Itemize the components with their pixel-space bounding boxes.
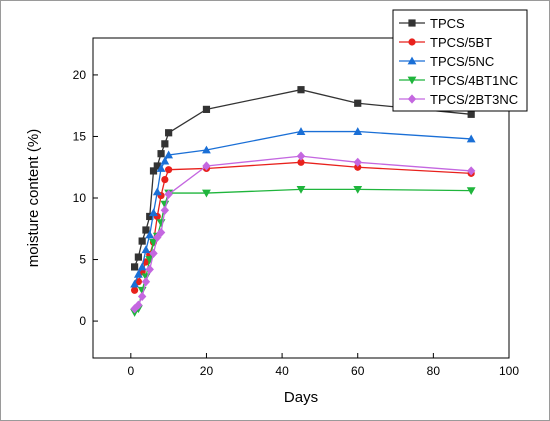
data-point xyxy=(160,156,170,165)
data-point xyxy=(164,189,173,199)
y-tick-label: 20 xyxy=(73,68,87,82)
data-point xyxy=(202,105,211,113)
data-point xyxy=(130,279,139,288)
x-tick-label: 100 xyxy=(499,364,519,378)
data-point xyxy=(161,175,169,184)
data-point xyxy=(296,127,306,135)
data-point xyxy=(137,262,147,271)
series-tpcs-2bt3nc xyxy=(130,151,476,314)
legend-label: TPCS/4BT1NC xyxy=(430,73,518,88)
data-point xyxy=(202,189,211,198)
data-point xyxy=(138,237,146,245)
data-point xyxy=(146,212,154,221)
data-point xyxy=(141,277,151,287)
y-tick-label: 10 xyxy=(73,191,87,205)
data-point xyxy=(131,286,139,294)
data-point xyxy=(142,226,150,234)
legend-label: TPCS/5BT xyxy=(430,35,492,50)
data-point xyxy=(145,264,154,274)
data-point xyxy=(156,164,166,172)
y-axis-title: moisture content (%) xyxy=(25,129,42,267)
data-point xyxy=(145,230,155,239)
data-point xyxy=(149,167,158,175)
x-tick-label: 80 xyxy=(427,364,441,378)
data-point xyxy=(296,151,306,161)
x-tick-label: 40 xyxy=(275,364,289,378)
data-point xyxy=(152,187,162,196)
data-point xyxy=(467,110,475,118)
data-point xyxy=(407,56,417,65)
legend-entry: TPCS/2BT3NC xyxy=(399,92,518,107)
data-point xyxy=(153,162,161,170)
series-line xyxy=(134,188,472,313)
data-point xyxy=(149,238,158,247)
x-tick-label: 20 xyxy=(200,364,214,378)
legend-entry: TPCS xyxy=(399,16,465,31)
legend: TPCS TPCS/5BT TPCS/5NC TPCS/4BT1NC TPCS/2BT3… xyxy=(392,9,528,112)
data-point xyxy=(133,269,143,278)
data-point xyxy=(466,187,476,196)
series-tpcs-5bt xyxy=(131,158,475,294)
series-line xyxy=(134,155,472,310)
data-point xyxy=(296,185,306,194)
data-point xyxy=(156,219,166,228)
data-point xyxy=(149,248,158,258)
data-point xyxy=(134,300,143,310)
data-point xyxy=(156,227,166,238)
data-point xyxy=(131,263,139,271)
data-point xyxy=(164,150,174,159)
legend-label: TPCS xyxy=(430,16,465,31)
data-point xyxy=(408,19,416,27)
legend-label: TPCS/5NC xyxy=(430,54,494,69)
data-point xyxy=(297,158,305,166)
data-point xyxy=(160,205,170,215)
data-point xyxy=(407,76,417,85)
series-line xyxy=(133,89,472,268)
series-tpcs-5nc xyxy=(130,127,476,288)
data-point xyxy=(161,140,169,148)
data-point xyxy=(354,99,362,107)
data-point xyxy=(353,185,363,194)
y-tick-label: 15 xyxy=(73,129,87,143)
x-tick-label: 0 xyxy=(127,364,134,378)
series-layer xyxy=(130,86,476,317)
legend-entry: TPCS/4BT1NC xyxy=(399,73,518,88)
data-point xyxy=(408,38,416,46)
data-point xyxy=(165,166,173,174)
legend-label: TPCS/2BT3NC xyxy=(430,92,518,107)
data-point xyxy=(353,157,362,167)
axes: 0 20 40 60 80 100 0 5 10 15 20 xyxy=(73,68,520,378)
series-tpcs xyxy=(131,86,475,271)
x-axis-title: Days xyxy=(284,389,318,406)
x-tick-label: 60 xyxy=(351,364,365,378)
data-point xyxy=(407,94,417,104)
y-tick-label: 5 xyxy=(79,253,86,267)
data-point xyxy=(137,291,147,302)
data-point xyxy=(466,134,476,143)
data-point xyxy=(157,150,165,158)
data-point xyxy=(297,86,305,94)
legend-entry: TPCS/5BT xyxy=(399,35,492,50)
data-point xyxy=(134,253,142,261)
data-point xyxy=(141,245,151,254)
data-point xyxy=(202,161,211,171)
data-point xyxy=(202,145,211,154)
data-point xyxy=(353,127,363,135)
data-point xyxy=(149,208,158,217)
data-point xyxy=(466,166,476,176)
data-point xyxy=(165,129,173,137)
data-point xyxy=(354,163,362,171)
y-tick-label: 0 xyxy=(79,314,86,328)
legend-entry: TPCS/5NC xyxy=(399,54,494,69)
series-tpcs-4bt1nc xyxy=(130,185,476,317)
